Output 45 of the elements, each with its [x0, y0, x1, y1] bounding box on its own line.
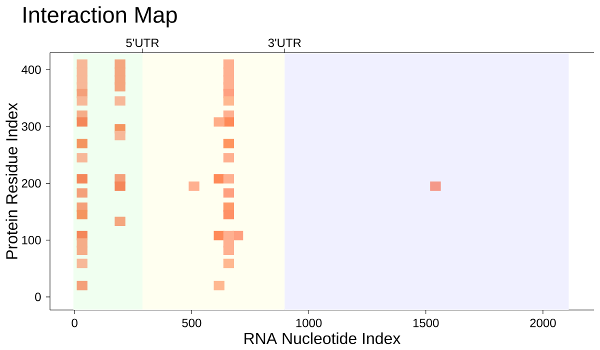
- point: [76, 153, 88, 162]
- x-tick-label: 500: [182, 318, 202, 328]
- point: [223, 153, 234, 162]
- point: [223, 210, 234, 220]
- point: [214, 230, 224, 240]
- point: [223, 96, 234, 106]
- point: [223, 246, 234, 256]
- x-axis-title: RNA Nucleotide Index: [244, 332, 400, 344]
- point: [76, 96, 88, 106]
- y-tick-label: 300: [22, 122, 41, 131]
- point: [76, 117, 88, 127]
- point: [223, 258, 234, 268]
- x-tick-label: 2000: [530, 318, 556, 328]
- point: [76, 138, 88, 148]
- point: [114, 96, 126, 106]
- y-tick-label: 200: [22, 179, 41, 188]
- point: [76, 210, 88, 220]
- x-tick-label: 0: [72, 318, 78, 328]
- y-tick-label: 100: [22, 236, 41, 244]
- point: [114, 130, 126, 140]
- point: [76, 246, 88, 256]
- point: [76, 258, 88, 268]
- point: [114, 216, 126, 226]
- x-tick-label: 1000: [296, 318, 322, 328]
- point: [76, 280, 88, 290]
- chart-title: Interaction Map: [24, 6, 177, 28]
- point: [214, 280, 224, 290]
- point: [223, 188, 234, 198]
- band-label: 3'UTR: [268, 38, 301, 48]
- band-label: 5'UTR: [126, 38, 159, 48]
- point: [214, 117, 224, 127]
- point: [223, 117, 234, 127]
- point: [76, 188, 88, 198]
- point: [188, 181, 200, 191]
- y-tick-label: 0: [35, 292, 41, 302]
- x-tick-label: 1500: [413, 318, 439, 328]
- point: [76, 174, 88, 184]
- point: [430, 181, 441, 191]
- point: [223, 138, 234, 148]
- point: [223, 174, 234, 184]
- point: [114, 181, 126, 191]
- y-axis-title: Protein Residue Index: [6, 102, 18, 259]
- y-tick-label: 400: [22, 65, 41, 74]
- point: [214, 174, 224, 184]
- point: [114, 82, 126, 92]
